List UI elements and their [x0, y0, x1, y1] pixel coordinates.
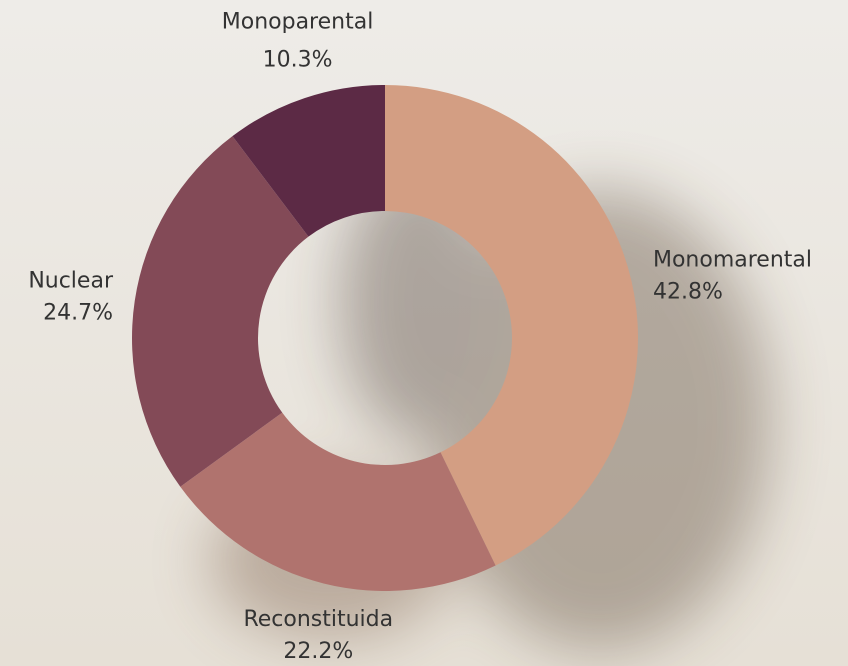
slice-label: Monomarental [653, 247, 812, 272]
slice-value-label: 10.3% [263, 47, 333, 72]
donut-slice [131, 136, 309, 487]
slice-label: Reconstituida [243, 607, 393, 632]
donut-slice [180, 412, 496, 591]
slice-value-label: 24.7% [43, 301, 113, 326]
slice-label: Nuclear [28, 269, 114, 294]
donut-slice [232, 85, 385, 237]
slice-value-label: 42.8% [653, 279, 723, 304]
donut-slice [385, 85, 638, 566]
slice-value-label: 22.2% [283, 639, 353, 664]
slice-label: Monoparental [222, 9, 374, 34]
